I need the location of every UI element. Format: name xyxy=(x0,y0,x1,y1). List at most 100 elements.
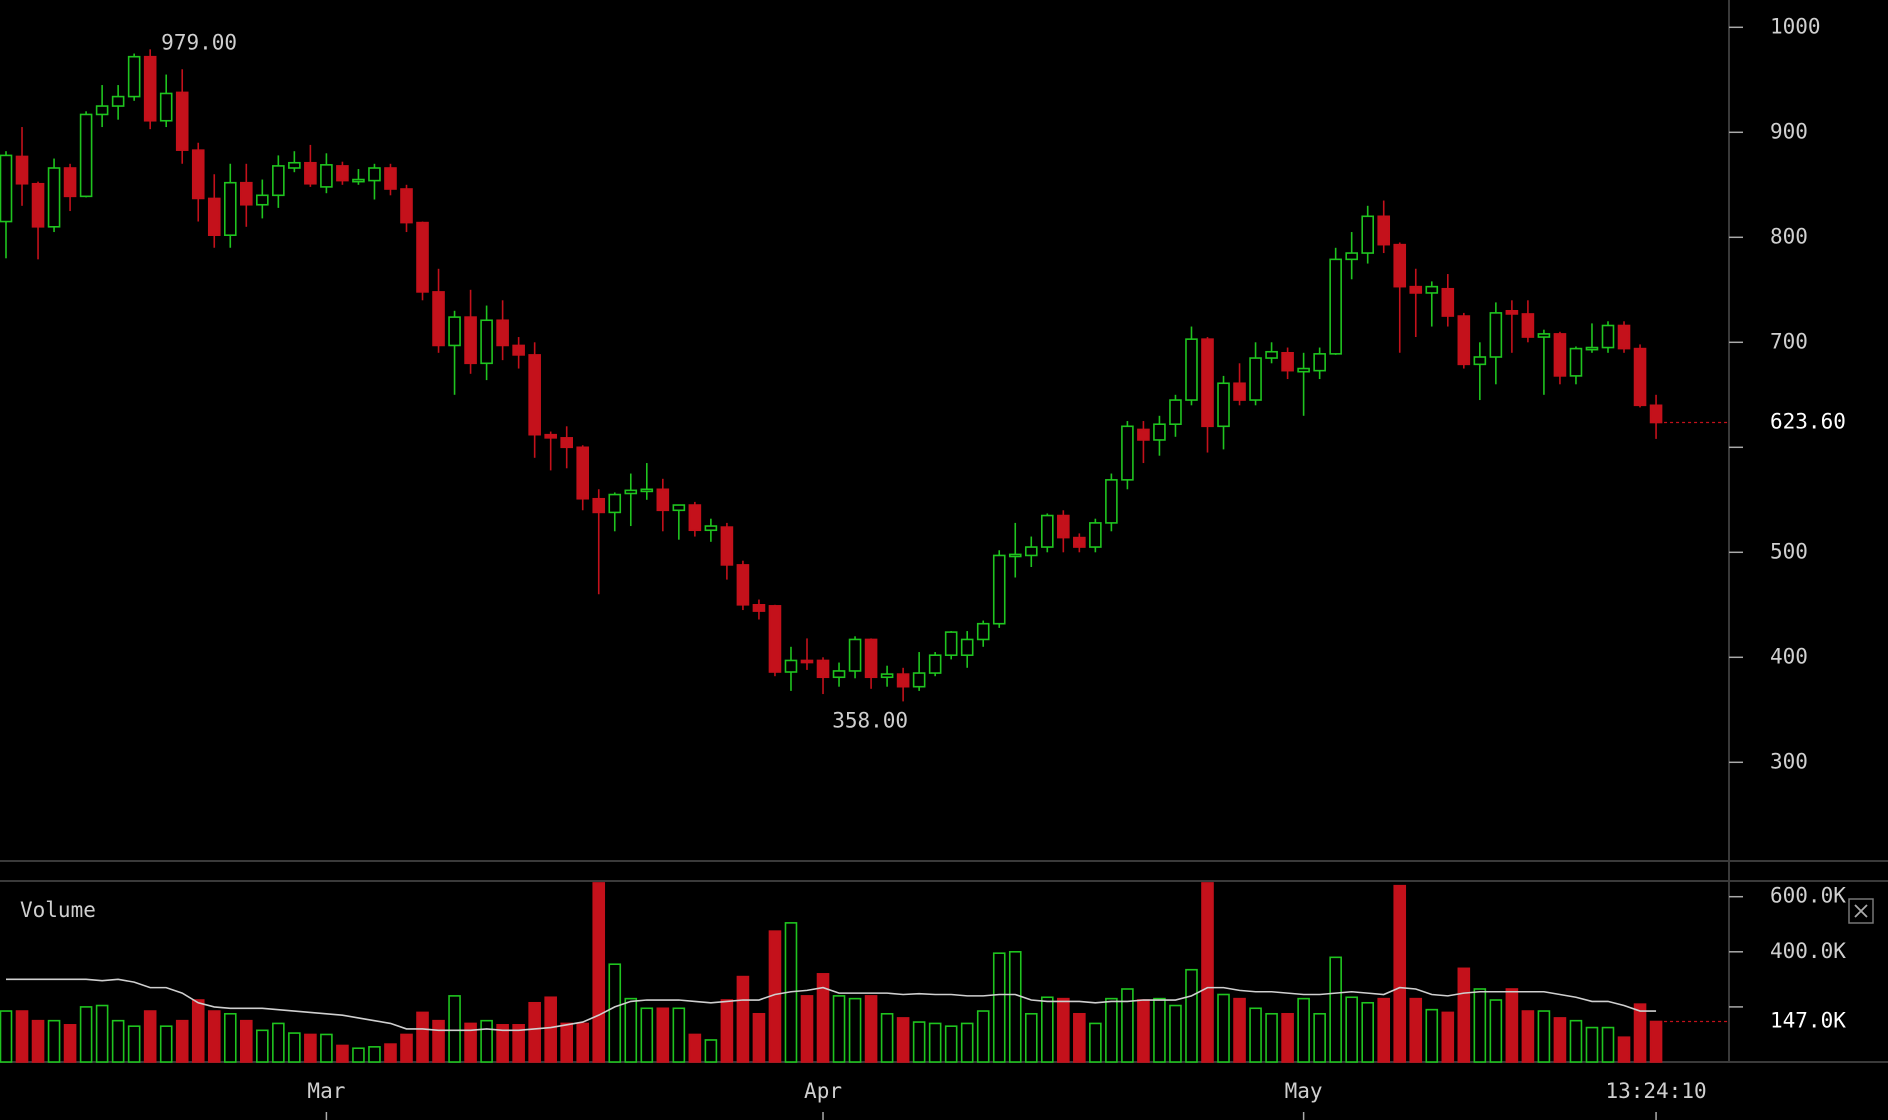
volume-bar xyxy=(464,1022,477,1063)
candle-body xyxy=(1185,338,1198,401)
candle-body xyxy=(1233,382,1246,401)
volume-bar xyxy=(816,973,830,1063)
candle-body xyxy=(95,105,109,116)
candle-body xyxy=(992,554,1006,625)
volume-bar xyxy=(1345,996,1358,1063)
candle-body xyxy=(288,161,301,169)
candle-body xyxy=(1217,382,1230,428)
candle-body xyxy=(800,659,814,664)
volume-bar xyxy=(512,1024,525,1063)
volume-bar xyxy=(1137,999,1150,1063)
candle-body xyxy=(640,488,654,493)
volume-bar xyxy=(1249,1007,1262,1063)
volume-bar xyxy=(416,1011,429,1063)
volume-bar xyxy=(1425,1008,1439,1063)
last-value-label: 147.0K xyxy=(1770,1009,1846,1033)
volume-bar xyxy=(159,1025,173,1063)
candle-body xyxy=(1521,313,1535,338)
candle-body xyxy=(256,194,269,206)
candle-body xyxy=(223,181,237,236)
candle-body xyxy=(191,149,205,200)
volume-bar xyxy=(976,1010,990,1063)
candle-body xyxy=(512,344,525,356)
candle-body xyxy=(1649,404,1663,424)
candle-body xyxy=(848,638,862,672)
y-tick-label: 800 xyxy=(1770,224,1808,248)
volume-bar xyxy=(1601,1026,1615,1063)
volume-bar xyxy=(1057,997,1070,1063)
x-tick-label: 13:24:10 xyxy=(1605,1079,1706,1103)
candle-body xyxy=(1601,324,1615,349)
candle-body xyxy=(127,55,141,98)
close-box[interactable] xyxy=(1848,898,1874,924)
candle-body xyxy=(464,316,477,365)
candle-body xyxy=(1121,425,1134,481)
volume-bar xyxy=(272,1022,285,1063)
candle-body xyxy=(1137,428,1150,441)
candle-body xyxy=(592,497,606,514)
candle-body xyxy=(720,526,734,566)
volume-bar xyxy=(207,1010,221,1063)
candle-body xyxy=(1201,338,1214,428)
volume-bar xyxy=(256,1029,269,1063)
volume-bar xyxy=(1505,988,1519,1063)
y-tick-label: 700 xyxy=(1770,329,1808,353)
volume-bar xyxy=(1633,1003,1647,1063)
volume-bar xyxy=(352,1047,365,1063)
candle-body xyxy=(448,316,461,347)
close-button[interactable] xyxy=(1848,898,1874,924)
candle-body xyxy=(656,488,670,512)
candle-body xyxy=(912,672,926,688)
candle-body xyxy=(880,673,894,679)
candle-body xyxy=(1169,399,1182,425)
candle-body xyxy=(1024,546,1038,557)
candle-body xyxy=(0,154,13,223)
candle-body xyxy=(1249,357,1262,401)
candle-body xyxy=(400,188,413,224)
volume-bar xyxy=(992,952,1006,1063)
candle-body xyxy=(688,504,702,532)
candle-body xyxy=(1281,351,1294,372)
volume-bar xyxy=(1089,1022,1102,1063)
volume-bar xyxy=(1521,1010,1535,1063)
volume-bar xyxy=(656,1007,670,1063)
volume-bar xyxy=(1361,1001,1374,1063)
volume-bar xyxy=(63,1024,77,1063)
candle-body xyxy=(960,638,974,657)
volume-bar xyxy=(1617,1036,1631,1063)
candle-body xyxy=(63,167,77,198)
volume-bar xyxy=(31,1019,45,1063)
candle-body xyxy=(432,291,445,347)
candle-body xyxy=(752,603,766,612)
candle-body xyxy=(272,165,285,197)
volume-bar xyxy=(1649,1020,1663,1063)
candle-body xyxy=(560,437,574,449)
y-tick-label: 900 xyxy=(1770,119,1808,143)
volume-bar xyxy=(752,1012,766,1063)
candle-body xyxy=(1585,346,1599,351)
candle-body xyxy=(1377,215,1391,246)
volume-bar xyxy=(304,1033,317,1063)
candle-body xyxy=(704,525,718,532)
candle-body xyxy=(1041,514,1054,548)
candle-body xyxy=(944,631,958,656)
x-tick-label: May xyxy=(1285,1079,1323,1103)
candle-body xyxy=(47,167,61,228)
volume-bar xyxy=(95,1004,109,1063)
volume-bar xyxy=(640,1007,654,1063)
close-icon[interactable] xyxy=(1854,904,1868,918)
volume-bar xyxy=(111,1019,125,1063)
volume-bar xyxy=(1169,1004,1182,1063)
volume-bar xyxy=(448,995,461,1063)
candle-body xyxy=(1425,285,1439,294)
volume-bar xyxy=(1409,997,1423,1063)
candle-body xyxy=(832,670,846,679)
candle-body xyxy=(1105,479,1118,524)
volume-bar xyxy=(1201,882,1214,1063)
high-annotation: 979.00 xyxy=(161,30,237,54)
candle-body xyxy=(736,564,750,606)
y-tick-label: 400 xyxy=(1770,644,1808,668)
candle-body xyxy=(1441,287,1455,317)
candle-body xyxy=(816,659,830,679)
